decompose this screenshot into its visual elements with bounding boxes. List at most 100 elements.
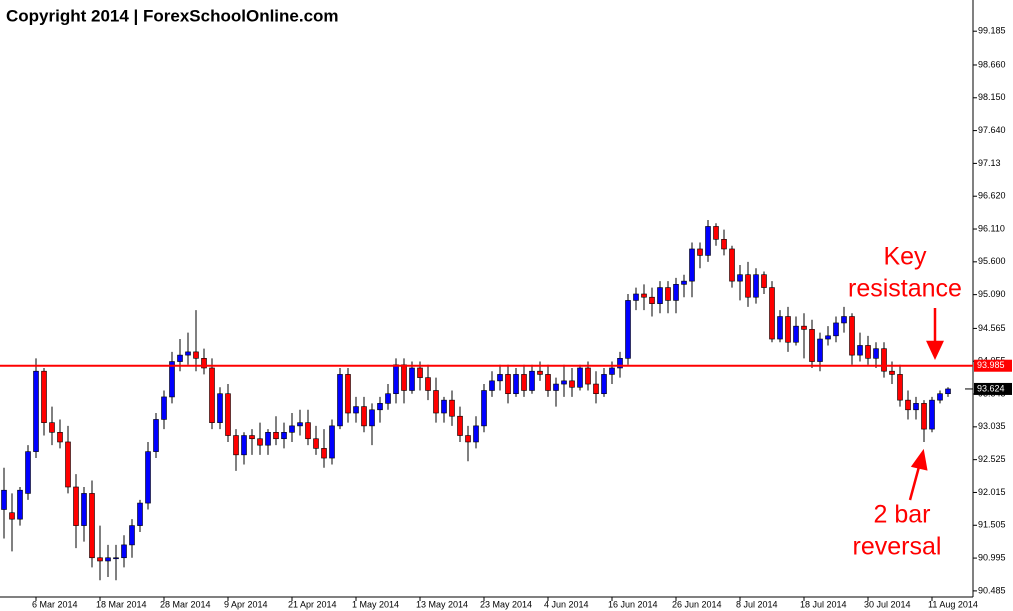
x-tick-label: 18 Jul 2014 bbox=[800, 599, 847, 609]
x-tick-label: 11 Aug 2014 bbox=[928, 599, 978, 609]
candle-body bbox=[441, 399, 447, 414]
candle-body bbox=[449, 399, 455, 417]
candle-body bbox=[281, 432, 287, 440]
x-tick-label: 4 Jun 2014 bbox=[544, 599, 589, 609]
candle-body bbox=[329, 425, 335, 459]
candle-body bbox=[81, 493, 87, 526]
candle-body bbox=[513, 374, 519, 395]
candle-body bbox=[105, 557, 111, 562]
y-tick-label: 92.525 bbox=[978, 454, 1006, 464]
candle-body bbox=[297, 422, 303, 427]
candle-body bbox=[553, 383, 559, 391]
candle-body bbox=[401, 364, 407, 391]
y-tick-label: 97.640 bbox=[978, 125, 1006, 135]
candle-body bbox=[649, 296, 655, 304]
candle-body bbox=[153, 419, 159, 452]
candle-body bbox=[9, 512, 15, 520]
candle-body bbox=[41, 370, 47, 423]
arrows bbox=[908, 308, 944, 501]
candle-body bbox=[505, 374, 511, 395]
candle-body bbox=[825, 335, 831, 340]
candle-body bbox=[769, 287, 775, 340]
candle-body bbox=[689, 248, 695, 282]
candle-body bbox=[313, 438, 319, 449]
candle-body bbox=[249, 435, 255, 440]
candle-body bbox=[289, 425, 295, 433]
candle-body bbox=[1, 489, 7, 510]
candle-body bbox=[673, 284, 679, 301]
y-tick-label: 99.185 bbox=[978, 26, 1006, 36]
candle-body bbox=[457, 415, 463, 436]
candle-body bbox=[33, 370, 39, 452]
y-tick-label: 95.090 bbox=[978, 289, 1006, 299]
candle-body bbox=[393, 364, 399, 395]
candle-body bbox=[177, 354, 183, 362]
candle-body bbox=[857, 345, 863, 356]
candle-body bbox=[129, 525, 135, 546]
chart-title: Copyright 2014 | ForexSchoolOnline.com bbox=[6, 6, 339, 25]
candle-body bbox=[201, 358, 207, 369]
x-tick-label: 28 Mar 2014 bbox=[160, 599, 211, 609]
candle-body bbox=[881, 348, 887, 372]
candle-body bbox=[265, 432, 271, 446]
x-tick-label: 23 May 2014 bbox=[480, 599, 532, 609]
price-label: 93.624 bbox=[977, 383, 1005, 393]
candle-body bbox=[665, 287, 671, 301]
candle-body bbox=[705, 226, 711, 256]
candle-body bbox=[361, 406, 367, 427]
plot-area bbox=[1, 220, 951, 581]
candle-body bbox=[937, 393, 943, 401]
candle-body bbox=[921, 403, 927, 430]
candle-body bbox=[793, 325, 799, 343]
candle-body bbox=[521, 374, 527, 391]
candle-body bbox=[537, 370, 543, 375]
candle-body bbox=[209, 367, 215, 423]
candle-body bbox=[801, 325, 807, 330]
candle-body bbox=[433, 390, 439, 414]
candle-body bbox=[57, 432, 63, 443]
candle-body bbox=[369, 409, 375, 427]
candle-body bbox=[697, 248, 703, 256]
candle-body bbox=[25, 451, 31, 494]
candle-body bbox=[121, 544, 127, 559]
candle-body bbox=[305, 422, 311, 440]
x-tick-label: 30 Jul 2014 bbox=[864, 599, 911, 609]
y-tick-label: 97.13 bbox=[978, 158, 1001, 168]
candle-body bbox=[545, 374, 551, 391]
candle-body bbox=[89, 493, 95, 559]
y-tick-label: 98.660 bbox=[978, 59, 1006, 69]
candle-body bbox=[233, 435, 239, 456]
candle-body bbox=[841, 316, 847, 324]
candle-body bbox=[913, 403, 919, 411]
candle-body bbox=[889, 370, 895, 375]
candle-body bbox=[473, 425, 479, 443]
candle-body bbox=[561, 380, 567, 385]
y-tick-label: 90.485 bbox=[978, 585, 1006, 595]
x-tick-label: 26 Jun 2014 bbox=[672, 599, 722, 609]
candle-body bbox=[97, 557, 103, 562]
candle-body bbox=[425, 377, 431, 391]
candle-body bbox=[617, 358, 623, 369]
annotation: Key bbox=[883, 243, 927, 271]
candle-body bbox=[641, 293, 647, 298]
candle-body bbox=[585, 367, 591, 385]
candle-body bbox=[337, 374, 343, 427]
candle-body bbox=[745, 274, 751, 298]
candle-body bbox=[569, 380, 575, 388]
candle-body bbox=[489, 380, 495, 391]
candle-body bbox=[625, 300, 631, 359]
candle-body bbox=[273, 432, 279, 440]
x-tick-label: 8 Jul 2014 bbox=[736, 599, 778, 609]
x-tick-label: 1 May 2014 bbox=[352, 599, 399, 609]
x-tick-label: 21 Apr 2014 bbox=[288, 599, 337, 609]
candle-body bbox=[681, 280, 687, 285]
candle-body bbox=[817, 338, 823, 362]
candle-body bbox=[409, 367, 415, 391]
y-tick-label: 98.150 bbox=[978, 92, 1006, 102]
candle-body bbox=[345, 374, 351, 414]
candle-body bbox=[169, 361, 175, 398]
candle-body bbox=[257, 438, 263, 446]
price-label-box bbox=[974, 382, 1012, 395]
x-tick-label: 13 May 2014 bbox=[416, 599, 468, 609]
candle-body bbox=[113, 557, 119, 560]
